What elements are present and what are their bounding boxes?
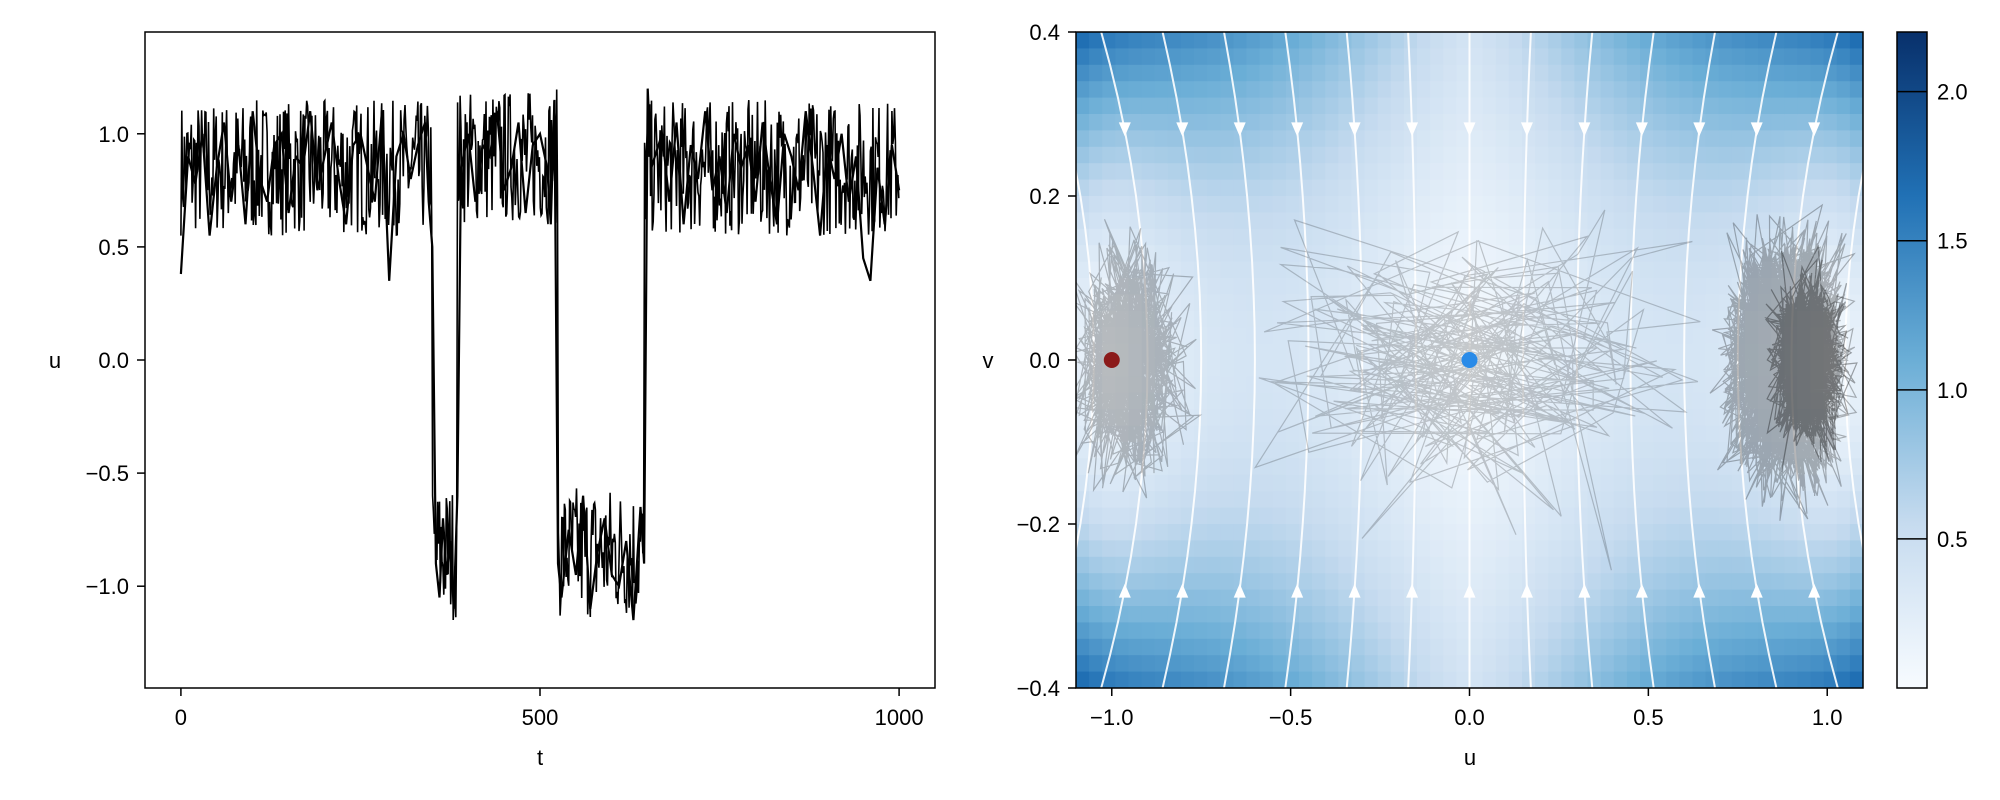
streamline-arrow xyxy=(1406,583,1419,598)
streamline xyxy=(1522,32,1532,688)
streamline xyxy=(1076,166,1095,554)
streamline-arrow xyxy=(1635,122,1648,137)
streamline xyxy=(1161,32,1203,688)
left-y-axis-label: u xyxy=(49,348,61,373)
y-tick-label: 0.0 xyxy=(98,348,129,373)
left-x-axis-label: t xyxy=(537,745,543,770)
streamline-arrow xyxy=(1693,583,1706,598)
streamline-arrow xyxy=(1291,583,1304,598)
streamline xyxy=(1790,32,1839,688)
streamline-arrow xyxy=(1693,122,1706,137)
streamline-arrow xyxy=(1520,583,1533,598)
streamline xyxy=(1284,32,1310,688)
streamline xyxy=(1345,32,1364,688)
streamline xyxy=(1683,32,1716,688)
x-tick-label: 0.5 xyxy=(1633,705,1664,730)
y-tick-label: 0.4 xyxy=(1029,20,1060,45)
streamline-arrow xyxy=(1061,584,1073,598)
colorbar-gradient xyxy=(1896,31,1928,689)
x-tick-label: 500 xyxy=(522,705,559,730)
potential-heatmap xyxy=(1076,32,1863,688)
trajectory-path xyxy=(1709,203,1858,521)
x-tick-label: 0 xyxy=(175,705,187,730)
streamline-arrow xyxy=(1635,583,1648,598)
streamline-arrow xyxy=(1520,122,1533,137)
colorbar: 0.5 1.0 1.5 2.0 xyxy=(1896,31,1968,689)
left-y-ticks: 1.0 0.5 0.0 −0.5 −1.0 xyxy=(86,122,145,599)
streamline-arrow xyxy=(1233,122,1246,137)
colorbar-tick-label: 1.5 xyxy=(1937,229,1968,254)
y-tick-label: 0.0 xyxy=(1029,348,1060,373)
colorbar-tick-label: 0.5 xyxy=(1937,527,1968,552)
streamline xyxy=(1223,32,1256,688)
trajectory-path xyxy=(1076,219,1203,499)
right-y-ticks: 0.4 0.2 0.0 −0.2 −0.4 xyxy=(1017,20,1076,701)
y-tick-label: −0.5 xyxy=(86,461,129,486)
streamline-arrow xyxy=(1808,583,1821,598)
streamline-arrow xyxy=(1750,122,1763,137)
streamline-arrow xyxy=(1866,584,1878,598)
x-tick-label: −0.5 xyxy=(1269,705,1312,730)
streamline-arrow xyxy=(1233,583,1246,598)
x-tick-label: −1.0 xyxy=(1090,705,1133,730)
streamline-arrow xyxy=(1118,583,1131,598)
streamline-arrow xyxy=(1866,122,1878,136)
fixed-points xyxy=(1103,352,1478,368)
streamline xyxy=(1736,32,1778,688)
streamline xyxy=(1100,32,1149,688)
y-tick-label: −1.0 xyxy=(86,574,129,599)
trajectory-path xyxy=(1764,244,1858,473)
streamline xyxy=(1629,32,1655,688)
streamline-arrow xyxy=(1348,583,1361,598)
right-y-axis-label: v xyxy=(983,348,994,373)
phase-portrait-panel: −1.0 −0.5 0.0 0.5 1.0 0.4 0.2 0.0 −0.2 −0.4 u v xyxy=(983,20,1878,770)
y-tick-label: −0.4 xyxy=(1017,676,1060,701)
streamline-arrow xyxy=(1463,583,1476,598)
time-series-panel: 0 500 1000 1.0 0.5 0.0 −0.5 −1.0 t u xyxy=(49,31,936,770)
x-tick-label: 1.0 xyxy=(1812,705,1843,730)
y-tick-label: 0.5 xyxy=(98,235,129,260)
streamline-arrow xyxy=(1176,583,1189,598)
streamline-arrow xyxy=(1061,122,1073,136)
trajectory-cloud xyxy=(1076,203,1858,571)
trajectory-path xyxy=(1253,209,1701,571)
colorbar-ticks: 0.5 1.0 1.5 2.0 xyxy=(1897,80,1968,552)
y-tick-label: 1.0 xyxy=(98,122,129,147)
streamline xyxy=(1844,166,1863,554)
streamline-arrow xyxy=(1463,122,1476,137)
streamline-arrow xyxy=(1406,122,1419,137)
stable-fixed-point-marker xyxy=(1103,352,1120,368)
series-noise xyxy=(180,89,900,621)
left-x-ticks: 0 500 1000 xyxy=(175,688,924,730)
y-tick-label: −0.2 xyxy=(1017,512,1060,537)
time-series-line xyxy=(179,88,901,621)
y-tick-label: 0.2 xyxy=(1029,184,1060,209)
colorbar-tick-label: 2.0 xyxy=(1937,80,1968,105)
streamline xyxy=(1407,32,1417,688)
streamline xyxy=(1575,32,1594,688)
colorbar-tick-label: 1.0 xyxy=(1937,378,1968,403)
x-tick-label: 1000 xyxy=(875,705,924,730)
saddle-point-marker xyxy=(1461,352,1478,368)
streamline-arrow xyxy=(1176,122,1189,137)
streamlines xyxy=(1061,32,1878,688)
streamline-arrow xyxy=(1808,122,1821,137)
streamline-arrow xyxy=(1291,122,1304,137)
x-tick-label: 0.0 xyxy=(1454,705,1485,730)
streamline-arrow xyxy=(1578,122,1591,137)
streamline-arrow xyxy=(1118,122,1131,137)
right-x-axis-label: u xyxy=(1464,745,1476,770)
streamline-arrow xyxy=(1348,122,1361,137)
streamline-arrow xyxy=(1578,583,1591,598)
right-x-ticks: −1.0 −0.5 0.0 0.5 1.0 xyxy=(1090,688,1843,730)
streamline-arrow xyxy=(1750,583,1763,598)
